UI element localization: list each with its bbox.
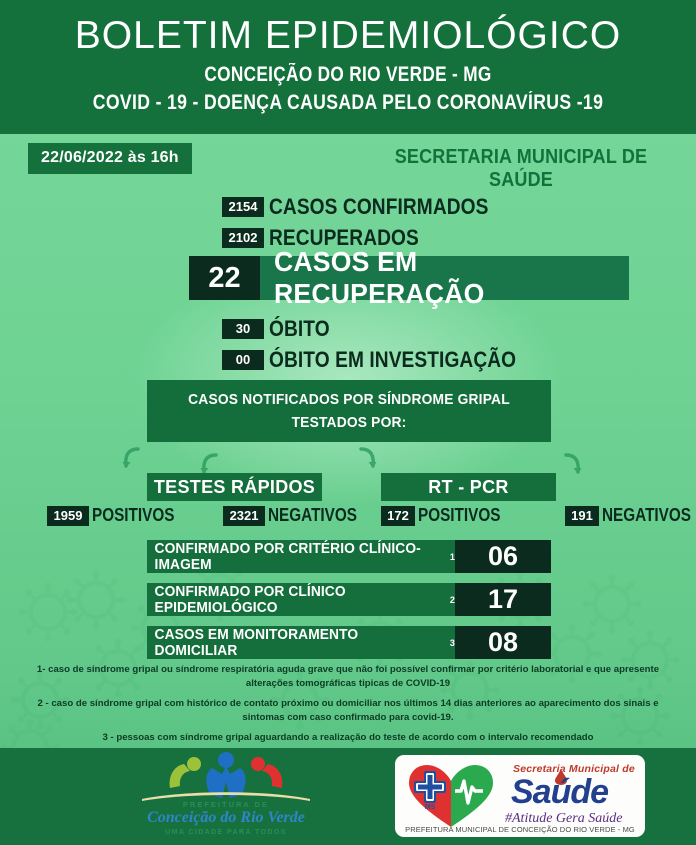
- stat-row-obito-investigacao: 00 ÓBITO EM INVESTIGAÇÃO: [222, 347, 553, 373]
- obito-value: 30: [222, 319, 264, 339]
- date-chip: 22/06/2022 às 16h: [28, 143, 192, 174]
- blood-drop-icon: [555, 769, 567, 785]
- curved-arrow-icon: [560, 452, 582, 478]
- heart-icon: MS: [409, 765, 493, 827]
- page-title: BOLETIM EPIDEMIOLÓGICO: [74, 14, 622, 57]
- curved-arrow-icon: [355, 446, 377, 472]
- results-rt-pcr: 172 POSITIVOS 191 NEGATIVOS: [381, 505, 696, 526]
- result-item-positivos: 172 POSITIVOS: [381, 505, 515, 526]
- criteria-note-marker: 1: [449, 551, 455, 562]
- criteria-label: CASOS EM MONITORAMENTO DOMICILIAR 3: [147, 626, 455, 659]
- confirmados-value: 2154: [222, 197, 264, 217]
- city-logo-pretext: PREFEITURA DE: [182, 800, 270, 809]
- rt-pcr-negativos-label: NEGATIVOS: [602, 505, 692, 525]
- criteria-label-text: CONFIRMADO POR CRITÉRIO CLÍNICO-IMAGEM: [154, 540, 421, 573]
- criteria-note-marker: 3: [449, 637, 455, 648]
- result-item-positivos: 1959 POSITIVOS: [47, 505, 189, 526]
- criteria-note-marker: 2: [449, 594, 455, 605]
- criteria-label: CONFIRMADO POR CRITÉRIO CLÍNICO-IMAGEM 1: [147, 540, 455, 573]
- city-logo: PREFEITURA DE Conceição do Rio Verde UMA…: [126, 752, 326, 844]
- footnote-1: 1- caso de síndrome gripal ou síndrome r…: [36, 664, 660, 689]
- rt-pcr-positivos-value: 172: [381, 505, 415, 526]
- city-logo-tagline: UMA CIDADE PARA TODOS: [165, 829, 287, 836]
- sms-line-1: Secretaria Municipal de: [513, 763, 635, 775]
- confirmados-label: CASOS CONFIRMADOS: [269, 194, 489, 219]
- testes-rapidos-negativos-value: 2321: [223, 505, 266, 526]
- criteria-row-monitoramento-domiciliar: CASOS EM MONITORAMENTO DOMICILIAR 3 08: [147, 626, 551, 659]
- page-header: BOLETIM EPIDEMIOLÓGICO CONCEIÇÃO DO RIO …: [0, 0, 696, 134]
- stat-row-recuperados: 2102 RECUPERADOS: [222, 225, 441, 251]
- test-header-testes-rapidos: TESTES RÁPIDOS: [147, 473, 322, 501]
- rt-pcr-negativos-value: 191: [565, 505, 600, 526]
- criteria-value: 08: [455, 626, 551, 659]
- rt-pcr-positivos-label: POSITIVOS: [418, 505, 501, 525]
- criteria-label-text: CASOS EM MONITORAMENTO DOMICILIAR: [154, 626, 359, 659]
- notified-line-1: CASOS NOTIFICADOS POR SÍNDROME GRIPAL: [188, 391, 510, 408]
- city-logo-name: Conceição do Rio Verde: [147, 809, 305, 826]
- criteria-value: 06: [455, 540, 551, 573]
- result-item-negativos: 2321 NEGATIVOS: [223, 505, 373, 526]
- criteria-row-clinico-epidemiologico: CONFIRMADO POR CLÍNICO EPIDEMIOLÓGICO 2 1…: [147, 583, 551, 616]
- footnote-3: 3 - pessoas com síndrome gripal aguardan…: [102, 732, 594, 744]
- secretaria-title: SECRETARIA MUNICIPAL DE SAÚDE: [394, 146, 648, 191]
- footnote-2: 2 - caso de síndrome gripal com históric…: [37, 698, 659, 723]
- stat-row-em-recuperacao: 22 CASOS EM RECUPERAÇÃO: [189, 246, 629, 309]
- testes-rapidos-positivos-value: 1959: [47, 505, 89, 526]
- curved-arrow-icon: [200, 452, 222, 478]
- recuperados-value: 2102: [222, 228, 264, 248]
- recuperados-label: RECUPERADOS: [269, 225, 419, 250]
- health-secretary-logo: MS Secretaria Municipal de Saúde #Atitud…: [395, 755, 645, 837]
- results-testes-rapidos: 1959 POSITIVOS 2321 NEGATIVOS: [47, 505, 391, 526]
- testes-rapidos-positivos-label: POSITIVOS: [92, 505, 175, 525]
- sms-line-2: Saúde: [511, 773, 609, 811]
- obito-label: ÓBITO: [269, 316, 330, 341]
- sms-hashtag: #Atitude Gera Saúde: [505, 811, 623, 826]
- stat-row-confirmados: 2154 CASOS CONFIRMADOS: [222, 194, 521, 220]
- footnotes: 1- caso de síndrome gripal ou síndrome r…: [28, 663, 668, 752]
- stat-row-obito: 30 ÓBITO: [222, 316, 339, 342]
- test-header-rt-pcr: RT - PCR: [381, 473, 556, 501]
- em-recuperacao-value: 22: [189, 256, 260, 300]
- obito-investigacao-value: 00: [222, 350, 264, 370]
- criteria-value: 17: [455, 583, 551, 616]
- header-city: CONCEIÇÃO DO RIO VERDE - MG: [204, 62, 492, 86]
- result-item-negativos: 191 NEGATIVOS: [565, 505, 696, 526]
- notified-line-2: TESTADOS POR:: [291, 414, 407, 431]
- header-disease: COVID - 19 - DOENÇA CAUSADA PELO CORONAV…: [92, 90, 604, 114]
- testes-rapidos-negativos-label: NEGATIVOS: [268, 505, 358, 525]
- obito-investigacao-label: ÓBITO EM INVESTIGAÇÃO: [269, 347, 517, 372]
- ms-label: MS: [425, 804, 436, 811]
- curved-arrow-icon: [122, 446, 144, 472]
- em-recuperacao-label: CASOS EM RECUPERAÇÃO: [273, 246, 485, 309]
- sms-footer-text: PREFEITURA MUNICIPAL DE CONCEIÇÃO DO RIO…: [405, 825, 635, 834]
- city-logo-figures-icon: [142, 752, 310, 801]
- notified-cases-box: CASOS NOTIFICADOS POR SÍNDROME GRIPAL TE…: [147, 380, 551, 442]
- criteria-label-text: CONFIRMADO POR CLÍNICO EPIDEMIOLÓGICO: [154, 583, 346, 616]
- criteria-row-clinico-imagem: CONFIRMADO POR CRITÉRIO CLÍNICO-IMAGEM 1 …: [147, 540, 551, 573]
- criteria-label: CONFIRMADO POR CLÍNICO EPIDEMIOLÓGICO 2: [147, 583, 455, 616]
